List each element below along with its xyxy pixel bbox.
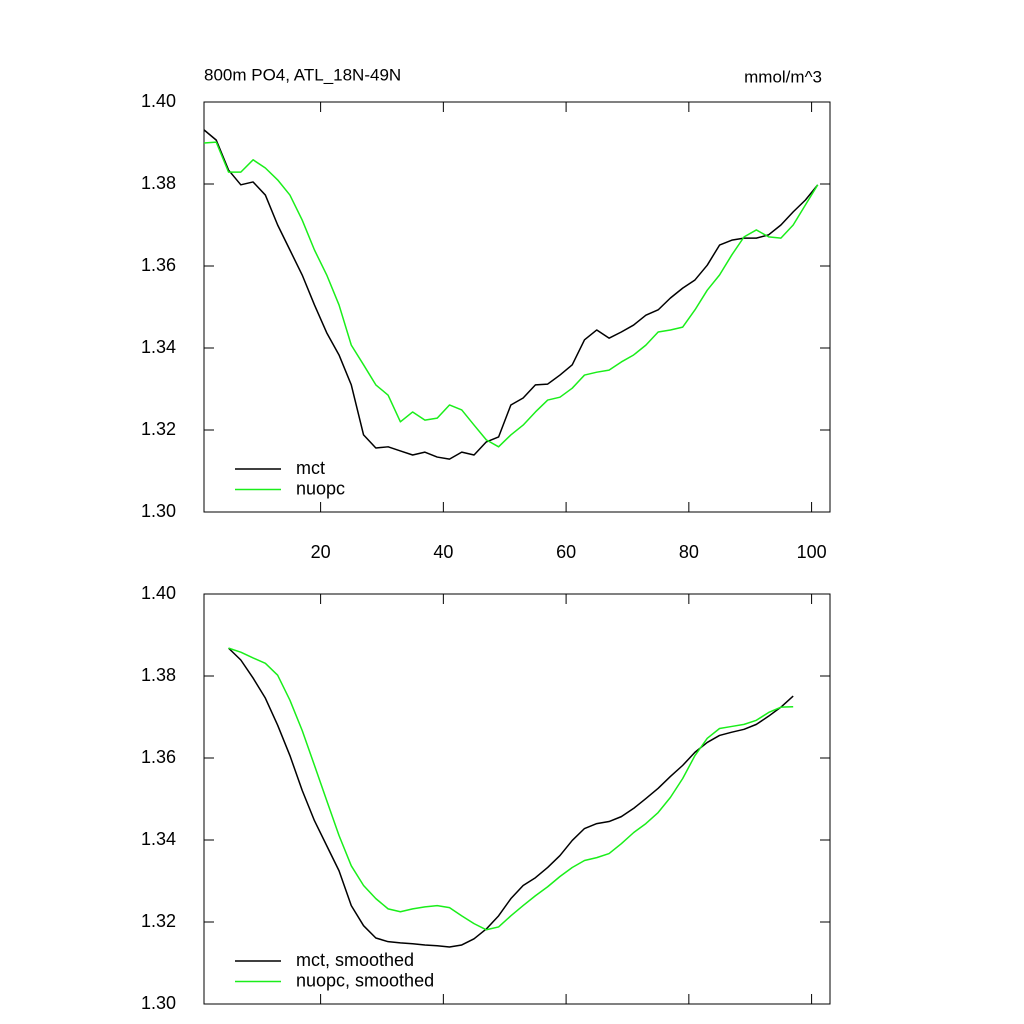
- units-label: mmol/m^3: [744, 67, 822, 86]
- plot-frame: [203, 101, 831, 513]
- chart-title: 800m PO4, ATL_18N-49N: [204, 65, 401, 84]
- legend-label: nuopc, smoothed: [296, 970, 434, 990]
- data-line: [203, 141, 819, 448]
- legend-label: mct, smoothed: [296, 950, 414, 970]
- y-tick-label: 1.34: [141, 829, 176, 849]
- legend-label: mct: [296, 458, 325, 478]
- legend-label: nuopc: [296, 478, 345, 498]
- data-line: [228, 647, 794, 948]
- y-tick-label: 1.40: [141, 583, 176, 603]
- data-line: [228, 647, 794, 931]
- y-tick-label: 1.30: [141, 501, 176, 521]
- x-tick-label: 60: [556, 542, 576, 562]
- y-tick-label: 1.38: [141, 173, 176, 193]
- y-tick-label: 1.30: [141, 993, 176, 1013]
- panel: 1.30 1.32 1.34 1.36 1.38 1.40 mct, smoothednuo…: [141, 583, 831, 1013]
- y-tick-label: 1.36: [141, 255, 176, 275]
- x-tick-label: 80: [679, 542, 699, 562]
- y-tick-label: 1.34: [141, 337, 176, 357]
- plot-frame: [203, 593, 831, 1005]
- y-tick-label: 1.40: [141, 91, 176, 111]
- panel: 800m PO4, ATL_18N-49N mmol/m^3 1.30 1.32 1.3…: [141, 65, 831, 562]
- data-line: [203, 129, 819, 460]
- x-tick-label: 40: [433, 542, 453, 562]
- y-tick-label: 1.32: [141, 911, 176, 931]
- y-tick-label: 1.38: [141, 665, 176, 685]
- x-tick-label: 20: [311, 542, 331, 562]
- y-tick-label: 1.32: [141, 419, 176, 439]
- x-tick-label: 100: [797, 542, 827, 562]
- y-tick-label: 1.36: [141, 747, 176, 767]
